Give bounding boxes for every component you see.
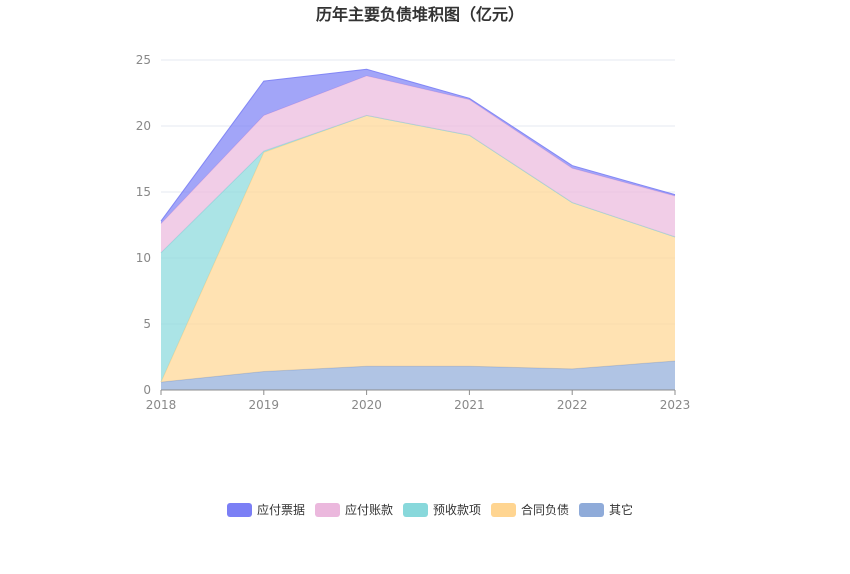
y-tick-label: 20 <box>136 119 151 133</box>
x-tick-label: 2023 <box>660 398 691 412</box>
area-series-edge-4 <box>160 68 676 222</box>
legend: 应付票据 应付账款 预收款项 合同负债 其它 <box>227 502 633 517</box>
legend-item[interactable]: 应付账款 <box>315 502 393 517</box>
area-series-3 <box>161 75 675 253</box>
legend-label: 其它 <box>609 502 633 517</box>
plot-area <box>160 68 676 390</box>
y-tick-label: 15 <box>136 185 151 199</box>
y-tick-label: 0 <box>143 383 151 397</box>
axes: 0 5 10 15 20 25 2018 2019 2020 2021 2022 2023 <box>136 53 691 412</box>
chart-title: 历年主要负债堆积图（亿元） <box>316 5 524 24</box>
x-tick-label: 2020 <box>351 398 382 412</box>
legend-label: 应付票据 <box>257 502 305 517</box>
legend-swatch <box>403 503 428 517</box>
x-tick-label: 2021 <box>454 398 485 412</box>
legend-item[interactable]: 其它 <box>579 502 633 517</box>
legend-item[interactable]: 应付票据 <box>227 502 305 517</box>
legend-label: 应付账款 <box>345 502 393 517</box>
y-tick-label: 25 <box>136 53 151 67</box>
x-tick-label: 2022 <box>557 398 588 412</box>
legend-swatch <box>227 503 252 517</box>
legend-label: 预收款项 <box>433 503 481 517</box>
y-tick-label: 10 <box>136 251 151 265</box>
legend-item[interactable]: 合同负债 <box>491 502 569 517</box>
x-tick-label: 2018 <box>146 398 177 412</box>
legend-swatch <box>579 503 604 517</box>
legend-swatch <box>491 503 516 517</box>
area-series-edge-3 <box>160 75 676 225</box>
legend-item[interactable]: 预收款项 <box>403 503 481 517</box>
legend-label: 合同负债 <box>521 502 569 517</box>
x-tick-label: 2019 <box>249 398 280 412</box>
area-series-1 <box>161 115 675 383</box>
y-tick-label: 5 <box>143 317 151 331</box>
legend-swatch <box>315 503 340 517</box>
